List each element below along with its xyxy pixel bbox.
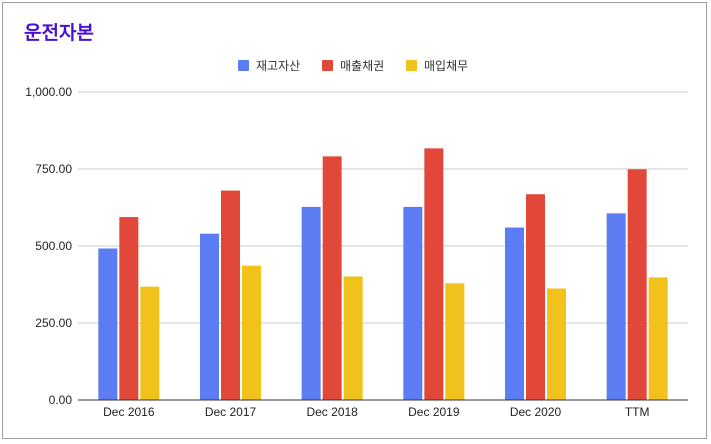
y-tick-label: 500.00 xyxy=(35,239,72,253)
bar[interactable] xyxy=(242,265,261,400)
bar[interactable] xyxy=(343,276,363,400)
bar[interactable] xyxy=(98,248,118,400)
bar[interactable] xyxy=(648,277,668,400)
bar[interactable] xyxy=(221,190,240,400)
y-tick-label: 750.00 xyxy=(35,162,72,176)
bar[interactable] xyxy=(606,213,626,400)
y-tick-label: 250.00 xyxy=(35,316,72,330)
bar[interactable] xyxy=(200,233,219,400)
x-tick-label: Dec 2018 xyxy=(306,405,358,419)
x-tick-label: Dec 2016 xyxy=(103,405,155,419)
bar[interactable] xyxy=(322,156,342,400)
bar[interactable] xyxy=(424,148,444,400)
bar[interactable] xyxy=(547,288,566,400)
grid-lines xyxy=(78,91,688,324)
legend-swatch xyxy=(406,60,417,71)
y-tick-label: 0.00 xyxy=(49,393,73,407)
x-tick-label: Dec 2020 xyxy=(510,405,562,419)
legend-swatch xyxy=(238,60,249,71)
bar-group xyxy=(98,148,668,400)
legend-label[interactable]: 매출채권 xyxy=(340,59,384,73)
y-axis: 0.00 250.00 500.00 750.00 1,000.00 xyxy=(25,85,72,407)
bar[interactable] xyxy=(119,217,139,400)
x-tick-label: Dec 2019 xyxy=(408,405,460,419)
bar[interactable] xyxy=(445,283,465,400)
legend-swatch xyxy=(322,60,333,71)
bar[interactable] xyxy=(301,206,321,400)
bar[interactable] xyxy=(505,227,524,400)
chart-title: 운전자본 xyxy=(24,22,94,44)
bar[interactable] xyxy=(526,194,545,400)
bar[interactable] xyxy=(140,286,160,400)
legend-label[interactable]: 재고자산 xyxy=(256,59,300,73)
legend-label[interactable]: 매입채무 xyxy=(424,59,468,73)
x-tick-label: Dec 2017 xyxy=(205,405,257,419)
x-tick-label: TTM xyxy=(625,405,650,419)
y-tick-label: 1,000.00 xyxy=(25,85,72,99)
x-axis: Dec 2016 Dec 2017 Dec 2018 Dec 2019 Dec 2020… xyxy=(78,399,688,419)
legend[interactable]: 재고자산 매출채권 매입채무 xyxy=(238,59,468,73)
bar[interactable] xyxy=(403,206,423,400)
bar[interactable] xyxy=(627,169,647,400)
